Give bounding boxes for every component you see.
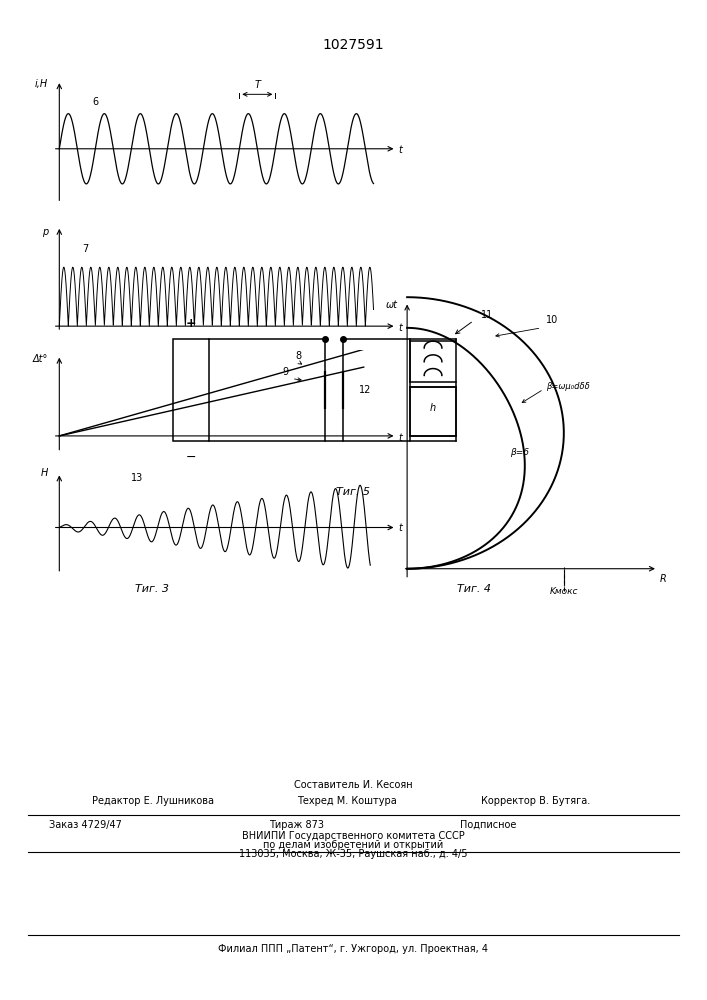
Text: Тираж 873: Тираж 873 (269, 820, 324, 830)
Text: 9: 9 (282, 367, 288, 377)
Text: i,H: i,H (35, 79, 48, 89)
Text: 10: 10 (546, 315, 558, 325)
Text: R: R (660, 574, 667, 584)
Text: 113035, Москва, Ж-35, Раушская наб., д. 4/5: 113035, Москва, Ж-35, Раушская наб., д. … (239, 849, 468, 859)
Text: Τиг. 4: Τиг. 4 (457, 584, 491, 594)
Text: по делам изобретений и открытий: по делам изобретений и открытий (264, 840, 443, 850)
Text: Заказ 4729/47: Заказ 4729/47 (49, 820, 122, 830)
Text: h: h (430, 403, 436, 413)
Text: Корректор В. Бутяга.: Корректор В. Бутяга. (481, 796, 590, 806)
Text: Τиг. 3: Τиг. 3 (135, 584, 169, 594)
Text: 1027591: 1027591 (322, 38, 385, 52)
Text: p: p (42, 227, 48, 237)
Text: Составитель И. Кесоян: Составитель И. Кесоян (294, 780, 413, 790)
Text: t: t (398, 433, 402, 443)
Bar (173, 339, 209, 441)
Bar (410, 387, 456, 436)
Text: 8: 8 (295, 351, 301, 361)
Text: Техред М. Коштура: Техред М. Коштура (297, 796, 397, 806)
Text: 12: 12 (359, 385, 371, 395)
Text: Kмокс: Kмокс (549, 587, 578, 596)
Text: t: t (398, 323, 402, 333)
Text: ωt: ωt (386, 300, 398, 310)
Text: Τиг. 5: Τиг. 5 (337, 487, 370, 497)
Text: 6: 6 (92, 97, 98, 107)
Text: H: H (40, 468, 48, 478)
Text: +: + (185, 317, 197, 330)
Text: Подписное: Подписное (460, 820, 516, 830)
Text: 7: 7 (82, 244, 88, 254)
Text: Филиал ППП „Патент“, г. Ужгород, ул. Проектная, 4: Филиал ППП „Патент“, г. Ужгород, ул. Про… (218, 944, 489, 954)
Text: ВНИИПИ Государственного комитета СССР: ВНИИПИ Государственного комитета СССР (242, 831, 465, 841)
Text: −: − (186, 450, 196, 463)
Text: t: t (398, 145, 402, 155)
Text: 13: 13 (132, 473, 144, 483)
Text: T: T (255, 80, 260, 90)
Text: β=6: β=6 (510, 448, 529, 457)
Text: 11: 11 (481, 310, 493, 320)
Text: Δt°: Δt° (33, 354, 48, 364)
Text: Редактор Е. Лушникова: Редактор Е. Лушникова (92, 796, 214, 806)
Text: β=ωμ₀dδδ: β=ωμ₀dδδ (546, 382, 590, 391)
Text: t: t (398, 523, 402, 533)
